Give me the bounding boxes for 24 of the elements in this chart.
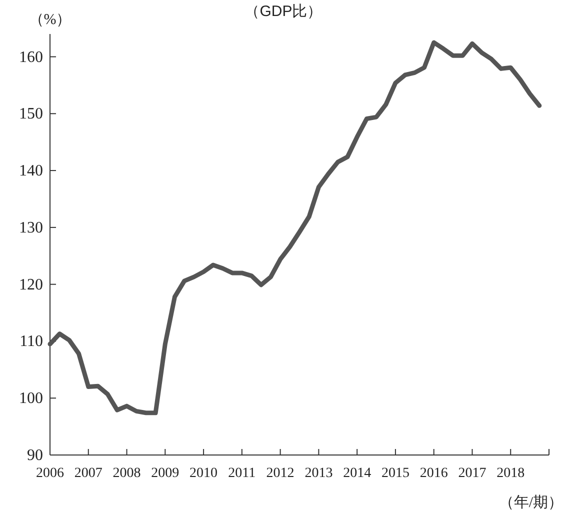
- x-tick-label: 2014: [343, 466, 372, 481]
- x-tick-label: 2017: [458, 466, 486, 481]
- x-tick-label: 2008: [112, 466, 141, 481]
- x-tick-label: 2011: [228, 466, 256, 481]
- x-tick-label: 2012: [266, 466, 294, 481]
- x-tick-label: 2018: [496, 466, 525, 481]
- y-tick-label: 150: [19, 106, 43, 123]
- y-tick-label: 130: [19, 219, 43, 236]
- x-tick-label: 2013: [304, 466, 333, 481]
- y-tick-label: 90: [27, 447, 43, 464]
- x-tick-label: 2015: [381, 466, 410, 481]
- xlabel: （年/期）: [498, 495, 563, 511]
- y-tick-label: 120: [19, 276, 43, 294]
- ylabel: （%）: [28, 12, 72, 28]
- title: （GDP比）: [244, 3, 322, 20]
- x-tick-label: 2006: [36, 466, 64, 481]
- y-tick-label: 110: [20, 333, 43, 350]
- y-tick-label: 100: [19, 390, 43, 408]
- y-tick-label: 160: [19, 48, 43, 66]
- y-tick-label: 140: [19, 162, 43, 180]
- x-tick-label: 2007: [74, 466, 102, 481]
- x-tick-label: 2010: [190, 466, 218, 481]
- x-tick-label: 2016: [420, 466, 448, 481]
- x-tick-label: 2009: [151, 466, 180, 481]
